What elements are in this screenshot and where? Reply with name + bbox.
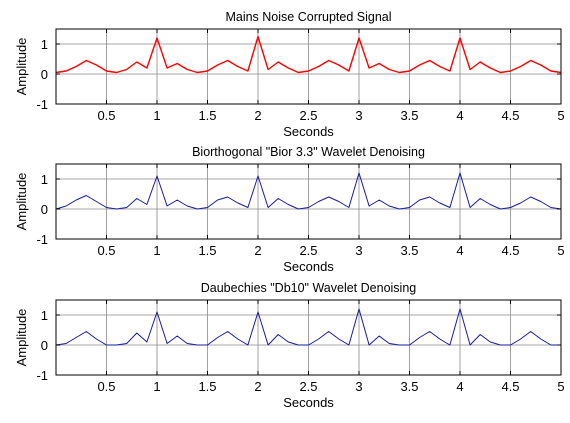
y-tick-label: 0 [41, 338, 48, 353]
y-tick-label: 1 [41, 37, 48, 52]
y-tick-label: 1 [41, 172, 48, 187]
x-tick-label: 0.5 [97, 243, 115, 258]
x-tick-label: 4 [456, 379, 463, 394]
x-tick-label: 0.5 [97, 379, 115, 394]
x-tick-label: 2 [254, 243, 261, 258]
x-tick-label: 4 [456, 243, 463, 258]
x-tick-label: 2.5 [299, 108, 317, 123]
x-tick-label: 3 [355, 379, 362, 394]
y-axis-label: Amplitude [14, 173, 29, 231]
x-tick-label: 1 [153, 108, 160, 123]
x-tick-label: 0.5 [97, 108, 115, 123]
chart-panel-1: 0.5 1 1.5 2 2.5 3 3.5 4 4.5 5 -1 0 1 Mains Noise Corr… [14, 10, 565, 139]
x-tick-label: 2 [254, 108, 261, 123]
x-tick-label: 3.5 [400, 379, 418, 394]
x-tick-label: 4.5 [501, 379, 519, 394]
y-tick-label: 0 [41, 202, 48, 217]
y-axis-label: Amplitude [14, 309, 29, 367]
x-tick-label: 1.5 [198, 379, 216, 394]
x-tick-label: 3.5 [400, 243, 418, 258]
x-tick-label: 3 [355, 108, 362, 123]
x-tick-label: 1 [153, 379, 160, 394]
x-tick-label: 1.5 [198, 243, 216, 258]
y-tick-label: -1 [36, 368, 48, 383]
x-tick-label: 4.5 [501, 243, 519, 258]
chart-title: Biorthogonal "Bior 3.3" Wavelet Denoisin… [192, 145, 425, 159]
x-tick-label: 4 [456, 108, 463, 123]
x-tick-label: 3.5 [400, 108, 418, 123]
x-tick-label: 1.5 [198, 108, 216, 123]
chart-panel-2: 0.5 1 1.5 2 2.5 3 3.5 4 4.5 5 -1 0 1 Biorthogonal "Bi… [14, 145, 565, 274]
panels: 0.5 1 1.5 2 2.5 3 3.5 4 4.5 5 -1 0 1 Mains Noise Corr… [14, 10, 565, 410]
x-axis-label: Seconds [283, 259, 334, 274]
x-tick-label: 2.5 [299, 379, 317, 394]
y-tick-label: 0 [41, 67, 48, 82]
chart-title: Daubechies "Db10" Wavelet Denoising [201, 281, 417, 295]
x-tick-label: 2.5 [299, 243, 317, 258]
x-axis-label: Seconds [283, 124, 334, 139]
x-tick-label: 4.5 [501, 108, 519, 123]
y-tick-label: -1 [36, 232, 48, 247]
x-axis-label: Seconds [283, 395, 334, 410]
y-tick-label: 1 [41, 308, 48, 323]
chart-panel-3: 0.5 1 1.5 2 2.5 3 3.5 4 4.5 5 -1 0 1 Daubechies "Db10… [14, 281, 565, 410]
x-tick-label: 2 [254, 379, 261, 394]
x-tick-label: 3 [355, 243, 362, 258]
x-tick-label: 5 [557, 379, 564, 394]
x-tick-label: 1 [153, 243, 160, 258]
y-tick-label: -1 [36, 97, 48, 112]
y-axis-label: Amplitude [14, 38, 29, 96]
series-line-1 [56, 35, 561, 74]
series-line-1 [56, 172, 561, 210]
x-tick-label: 5 [557, 108, 564, 123]
series-line-1 [56, 308, 561, 346]
chart-title: Mains Noise Corrupted Signal [225, 10, 391, 24]
x-tick-label: 5 [557, 243, 564, 258]
